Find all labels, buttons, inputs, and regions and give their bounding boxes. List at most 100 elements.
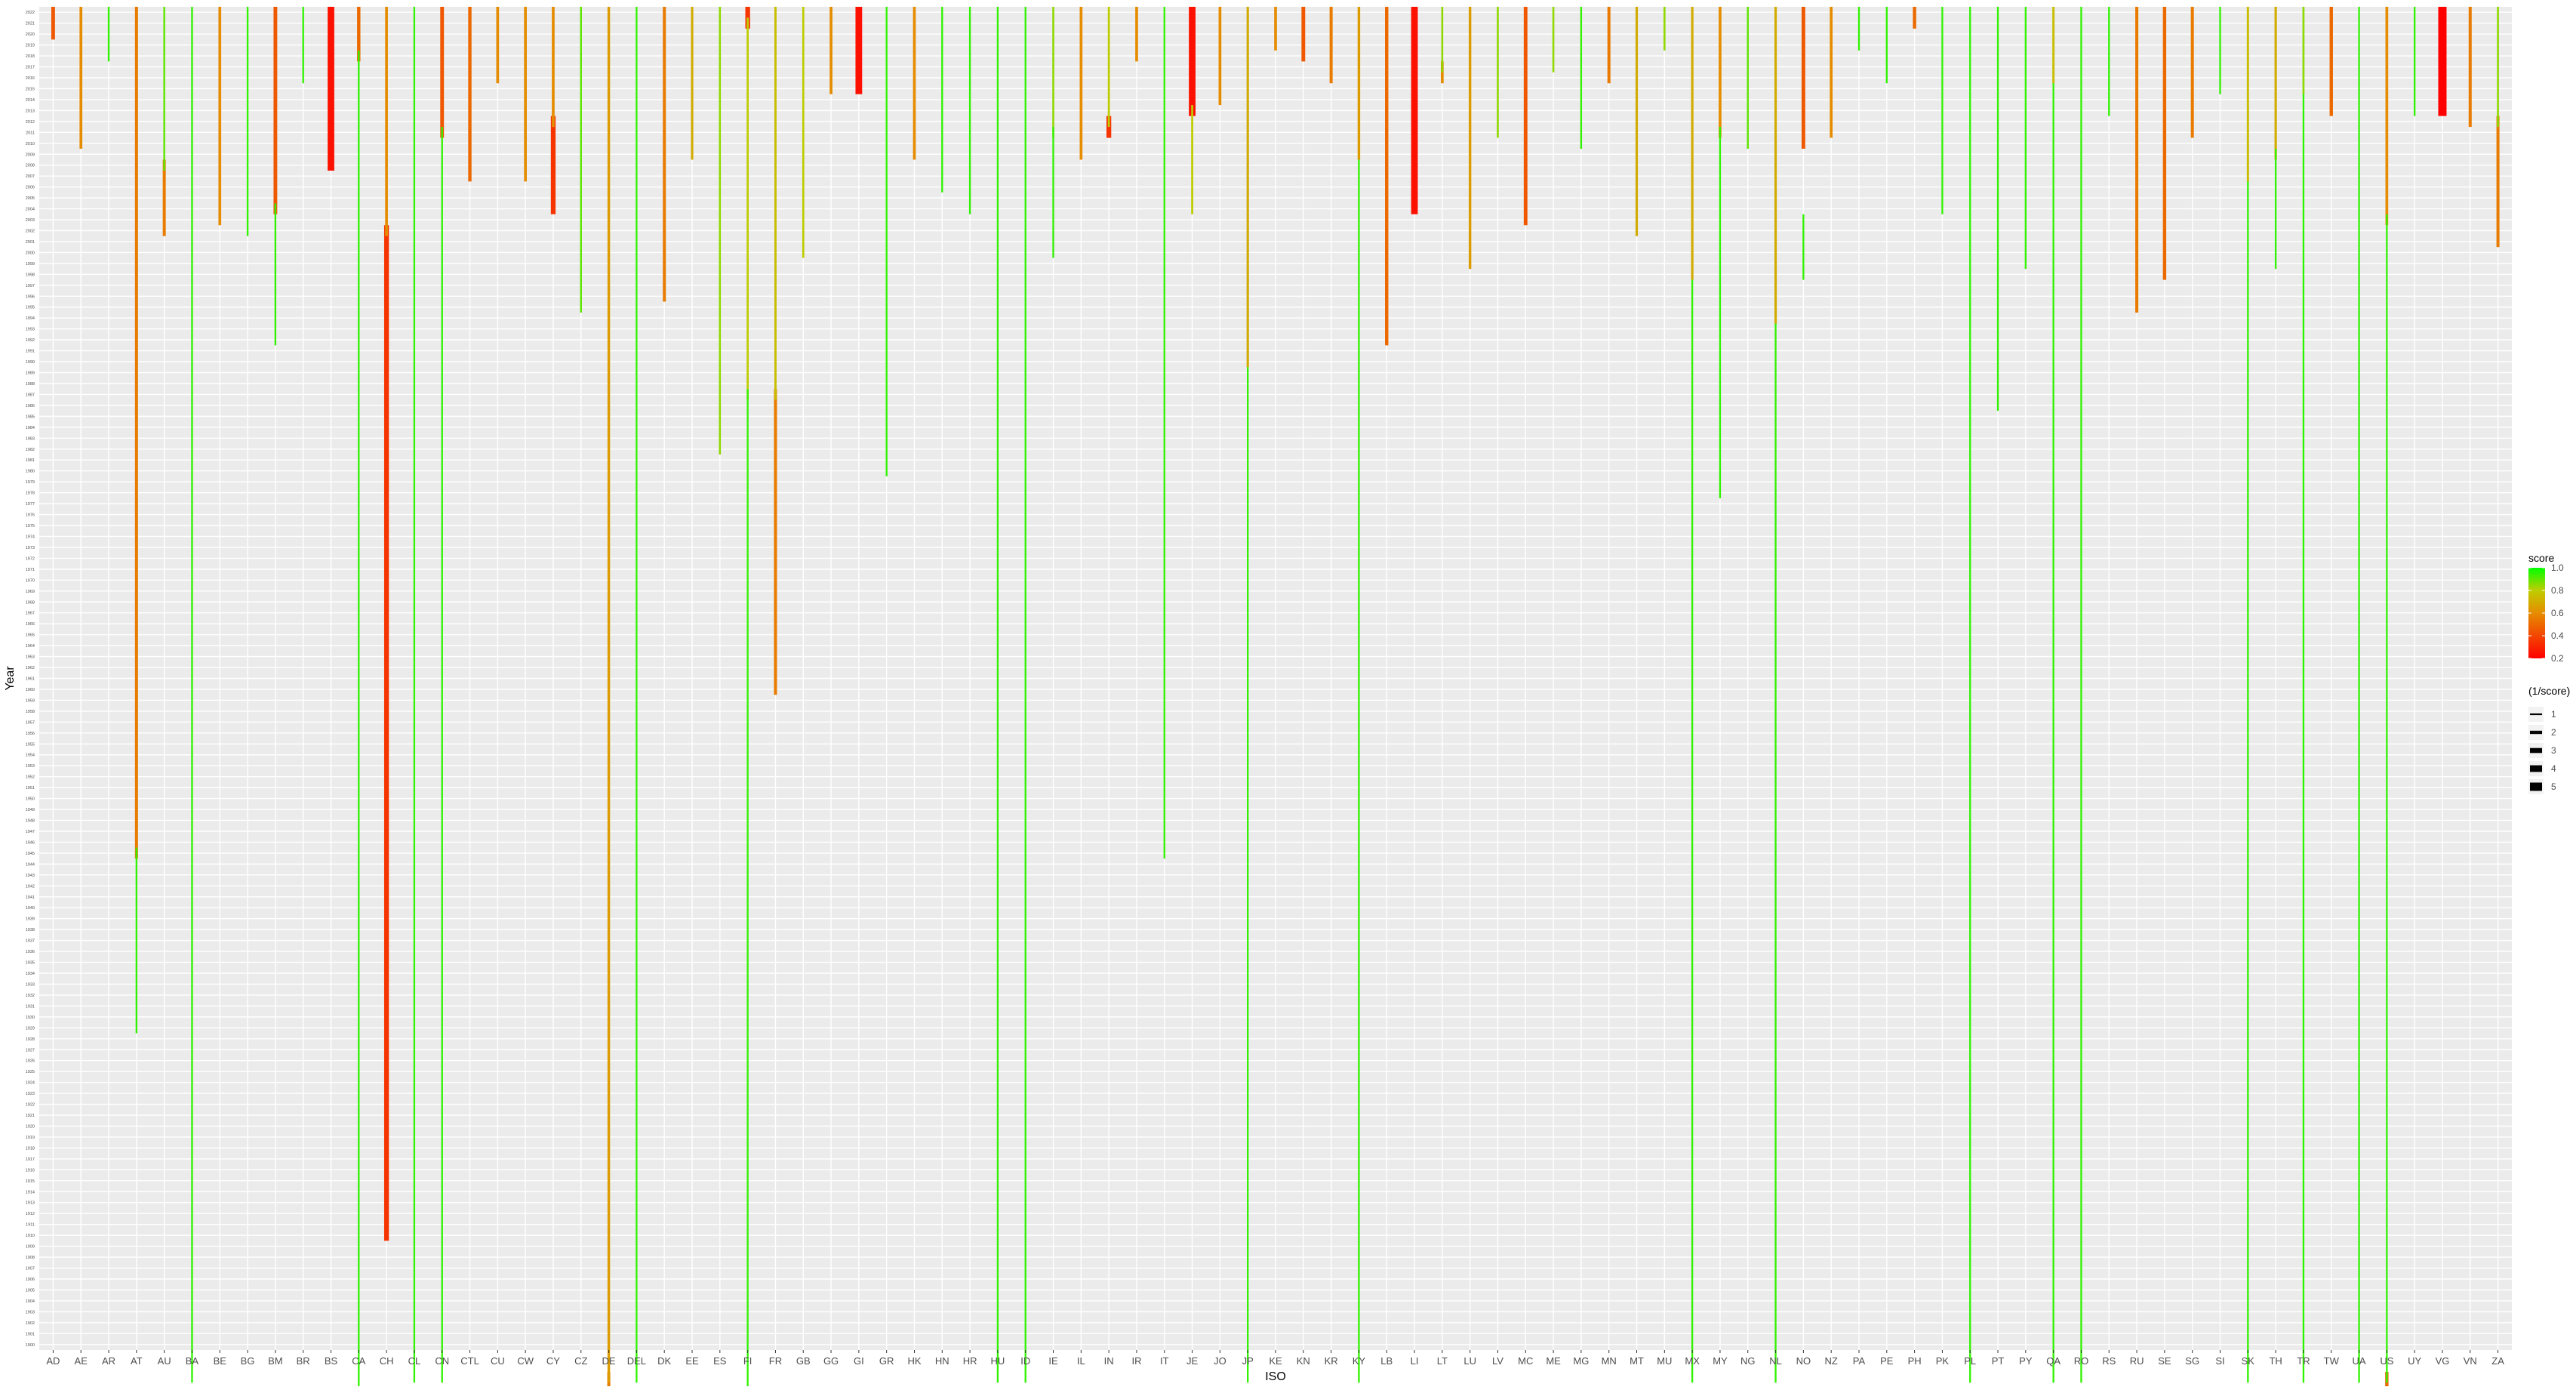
x-tick-label-cu: CU — [491, 1355, 505, 1367]
x-tick-label-tw: TW — [2324, 1355, 2340, 1367]
y-tick-label: 1959 — [26, 698, 35, 703]
x-tick-label-au: AU — [158, 1355, 171, 1367]
x-tick-label-kn: KN — [1297, 1355, 1310, 1367]
y-tick-label: 1928 — [26, 1037, 35, 1042]
x-tick-label-tr: TR — [2297, 1355, 2310, 1367]
y-tick-label: 1952 — [26, 775, 35, 780]
y-tick-label: 1934 — [26, 972, 35, 976]
y-tick-label: 1972 — [26, 556, 35, 561]
x-tick-label-sk: SK — [2242, 1355, 2255, 1367]
y-tick-label: 2001 — [26, 240, 35, 245]
x-tick-label-ch: CH — [380, 1355, 394, 1367]
y-tick-label: 1940 — [26, 906, 35, 911]
x-tick-label-lt: LT — [1437, 1355, 1448, 1367]
y-tick-label: 1966 — [26, 622, 35, 627]
y-tick-label: 2000 — [26, 251, 35, 255]
y-tick-label: 1999 — [26, 262, 35, 267]
y-tick-label: 1980 — [26, 470, 35, 474]
y-tick-label: 1988 — [26, 382, 35, 387]
legend-score-label: 0.2 — [2551, 653, 2564, 664]
y-tick-label: 1920 — [26, 1125, 35, 1130]
y-tick-label: 1964 — [26, 644, 35, 649]
y-tick-label: 1904 — [26, 1299, 35, 1304]
legend-score-label: 0.6 — [2551, 608, 2564, 618]
x-tick-label-ky: KY — [1353, 1355, 1366, 1367]
y-tick-label: 2018 — [26, 54, 35, 59]
y-axis-title: Year — [4, 666, 17, 691]
x-tick-label-cl: CL — [408, 1355, 421, 1367]
y-tick-label: 1983 — [26, 436, 35, 441]
y-tick-label: 1908 — [26, 1256, 35, 1260]
x-tick-label-fr: FR — [769, 1355, 782, 1367]
x-tick-label-il: IL — [1077, 1355, 1085, 1367]
x-tick-label-mn: MN — [1602, 1355, 1617, 1367]
y-tick-label: 1910 — [26, 1234, 35, 1238]
x-tick-label-bs: BS — [325, 1355, 338, 1367]
x-tick-label-us: US — [2380, 1355, 2393, 1367]
y-tick-label: 1960 — [26, 688, 35, 692]
x-tick-label-kr: KR — [1325, 1355, 1338, 1367]
y-tick-label: 1919 — [26, 1136, 35, 1140]
y-tick-label: 1961 — [26, 677, 35, 682]
y-tick-label: 1990 — [26, 360, 35, 365]
y-tick-label: 1985 — [26, 415, 35, 419]
y-tick-label: 1921 — [26, 1114, 35, 1118]
y-tick-label: 1994 — [26, 316, 35, 321]
legend-size-label: 4 — [2551, 763, 2556, 774]
y-tick-label: 1967 — [26, 612, 35, 616]
y-tick-label: 2021 — [26, 22, 35, 26]
x-tick-label-je: JE — [1186, 1355, 1199, 1367]
x-tick-label-cn: CN — [435, 1355, 449, 1367]
x-tick-label-za: ZA — [2491, 1355, 2504, 1367]
y-tick-label: 1986 — [26, 404, 35, 408]
y-tick-label: 1997 — [26, 284, 35, 288]
y-tick-label: 2013 — [26, 109, 35, 113]
legend-size-label: 1 — [2551, 709, 2556, 720]
x-tick-label-ua: UA — [2353, 1355, 2366, 1367]
y-tick-label: 2008 — [26, 164, 35, 168]
y-tick-label: 1902 — [26, 1321, 35, 1326]
x-tick-label-ru: RU — [2130, 1355, 2144, 1367]
y-tick-label: 1901 — [26, 1332, 35, 1336]
y-tick-label: 2005 — [26, 196, 35, 201]
y-tick-label: 2010 — [26, 142, 35, 146]
y-tick-label: 1909 — [26, 1245, 35, 1250]
y-tick-label: 1991 — [26, 350, 35, 354]
y-tick-label: 1984 — [26, 426, 35, 430]
x-tick-label-se: SE — [2158, 1355, 2171, 1367]
y-tick-label: 2012 — [26, 120, 35, 125]
y-tick-label: 1951 — [26, 786, 35, 791]
x-tick-label-jp: JP — [1242, 1355, 1254, 1367]
y-tick-label: 2017 — [26, 66, 35, 70]
x-tick-label-pk: PK — [1936, 1355, 1950, 1367]
x-tick-label-ph: PH — [1908, 1355, 1922, 1367]
x-tick-label-th: TH — [2269, 1355, 2282, 1367]
x-tick-label-py: PY — [2019, 1355, 2033, 1367]
x-tick-label-ir: IR — [1131, 1355, 1141, 1367]
y-tick-label: 2014 — [26, 98, 35, 103]
y-tick-label: 1937 — [26, 939, 35, 944]
y-tick-label: 1946 — [26, 840, 35, 845]
y-tick-label: 1995 — [26, 306, 35, 310]
y-tick-label: 1938 — [26, 928, 35, 932]
legend-score-label: 0.8 — [2551, 585, 2564, 596]
legend-colorbar — [2528, 568, 2545, 658]
y-tick-label: 1905 — [26, 1288, 35, 1293]
y-tick-label: 1916 — [26, 1168, 35, 1173]
y-tick-label: 1932 — [26, 994, 35, 998]
y-tick-label: 2016 — [26, 76, 35, 81]
y-tick-label: 2009 — [26, 153, 35, 157]
x-tick-label-vn: VN — [2464, 1355, 2477, 1367]
y-tick-label: 1998 — [26, 273, 35, 277]
y-tick-label: 1970 — [26, 578, 35, 583]
y-tick-label: 1996 — [26, 294, 35, 299]
y-tick-label: 1906 — [26, 1278, 35, 1282]
y-tick-label: 1907 — [26, 1267, 35, 1271]
y-tick-label: 2004 — [26, 208, 35, 212]
x-tick-label-mg: MG — [1573, 1355, 1589, 1367]
x-tick-label-rs: RS — [2102, 1355, 2116, 1367]
x-tick-label-cw: CW — [517, 1355, 534, 1367]
y-tick-label: 1939 — [26, 917, 35, 922]
y-tick-label: 1911 — [26, 1223, 35, 1228]
